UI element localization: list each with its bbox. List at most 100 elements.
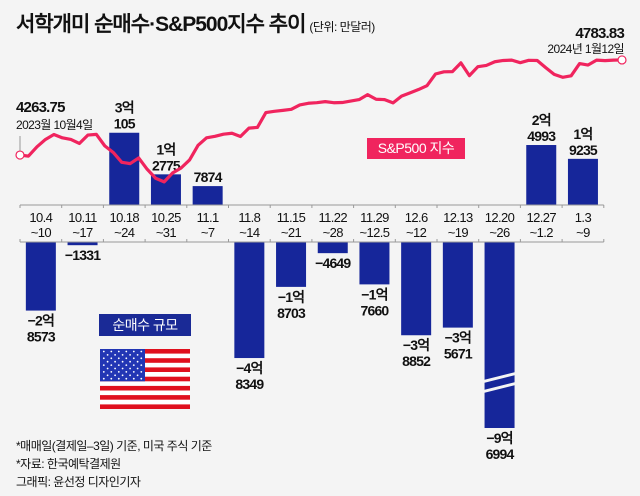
bar-11.8~14 [234, 242, 265, 359]
axis-break-mark [483, 382, 516, 393]
bar-value-label: 8703 [277, 305, 306, 321]
flag-star [121, 374, 124, 377]
flag-star [110, 364, 113, 366]
footnote-basis: *매매일(결제일–3일) 기준, 미국 주식 기준 [16, 439, 212, 453]
x-tick-label: 10.25 [151, 210, 181, 225]
chart-title-text: 서학개미 순매수·S&P500지수 추이 [16, 13, 306, 36]
flag-star [125, 364, 128, 366]
flag-star [121, 360, 124, 363]
flag-star [136, 374, 139, 377]
flag-star [129, 367, 131, 370]
bar-value-label: 5671 [444, 346, 473, 362]
bar-value-label: 6994 [486, 446, 515, 462]
sp500-legend: S&P500 지수 [367, 138, 465, 159]
unit-label: (단위: 만달러) [309, 20, 375, 34]
bar-11.15~21 [276, 242, 307, 287]
bar-value-label: −4649 [315, 255, 351, 271]
bar-value-label: 105 [114, 116, 136, 132]
bar-value-label: 7874 [194, 169, 223, 185]
flag-star [117, 371, 120, 373]
flag-star [114, 374, 116, 377]
bar-11.22~28 [317, 242, 348, 254]
flag-star [129, 354, 131, 356]
flag-star [110, 371, 113, 373]
axis-group: 10.4~10 10.11~17 10.18~24 10.25~31 11.1~7 11.… [19, 204, 605, 243]
bar-value-label-eok: −4억 [236, 360, 262, 376]
flag-star [140, 364, 143, 366]
flag-star [117, 357, 120, 360]
flag-star [132, 377, 135, 380]
x-tick-label: ~26 [489, 225, 510, 240]
x-tick-label: 12.6 [405, 210, 428, 225]
flag-star [125, 350, 128, 353]
flag-star [140, 377, 143, 380]
x-tick-label: 11.29 [360, 210, 389, 225]
sp500-line [18, 58, 624, 184]
x-tick-label: ~17 [72, 225, 93, 240]
chart-title: 서학개미 순매수·S&P500지수 추이 (단위: 만달러) [16, 8, 375, 38]
x-tick-label: ~24 [114, 225, 135, 240]
x-tick-label: 11.8 [238, 210, 260, 225]
x-tick-label: ~12.5 [359, 225, 389, 240]
x-tick-label: ~28 [323, 225, 344, 240]
bar-12.6~12 [401, 242, 432, 336]
axis-break-mark [483, 372, 516, 383]
x-tick-label: 1.3 [575, 210, 592, 225]
x-tick-label: 11.1 [197, 210, 219, 225]
bar-10.18~24 [109, 132, 140, 205]
flag-star [117, 350, 120, 353]
bar-11.1~7 [192, 186, 223, 205]
flag-star [121, 354, 124, 356]
us-flag-icon [100, 349, 190, 409]
bar-12.20~26 [484, 242, 515, 428]
bar-value-label: 9235 [569, 142, 598, 158]
flag-star [129, 374, 131, 377]
flag-star [114, 354, 116, 356]
x-tick-label: ~14 [239, 225, 260, 240]
x-tick-label: ~31 [156, 225, 177, 240]
end-value-label: 4783.83 [575, 25, 624, 42]
bar-value-label: 8852 [402, 353, 431, 369]
bar-value-label-eok: 1억 [156, 141, 175, 157]
bar-value-label-eok: −1억 [361, 286, 387, 302]
x-tick-label: 11.15 [277, 210, 306, 225]
flag-star [125, 357, 128, 360]
bar-value-label-eok: −2억 [28, 313, 54, 329]
x-tick-label: 12.20 [485, 210, 515, 225]
sp500-line-group [15, 55, 627, 184]
start-point-marker [15, 150, 25, 160]
flag-star [106, 360, 109, 363]
bar-value-label: 8573 [27, 329, 56, 345]
bar-12.13~19 [442, 242, 473, 328]
bar-12.27~1.2 [526, 145, 557, 205]
flag-star [132, 357, 135, 360]
flag-star [110, 357, 113, 360]
bar-10.11~17 [67, 242, 98, 246]
flag-star [140, 350, 143, 353]
flag-star [125, 377, 128, 380]
x-tick-label: ~19 [448, 225, 469, 240]
end-point-marker [617, 55, 627, 65]
flag-star [110, 377, 113, 380]
x-tick-label: ~9 [576, 225, 590, 240]
flag-star [102, 357, 105, 360]
x-tick-label: ~10 [31, 225, 52, 240]
bars-group [25, 132, 598, 428]
flag-star [136, 367, 139, 370]
flag-star [121, 367, 124, 370]
x-tick-label: ~21 [281, 225, 302, 240]
flag-star [110, 350, 113, 353]
bar-10.4~10 [25, 242, 56, 311]
flag-star [140, 371, 143, 373]
bar-value-label-eok: 1억 [573, 126, 592, 142]
bar-11.29~12.5 [359, 242, 390, 285]
flag-star [117, 377, 120, 380]
flag-star [102, 350, 105, 353]
flag-star [114, 360, 116, 363]
bar-value-label: 7660 [360, 302, 389, 318]
flag-star [136, 354, 139, 356]
footnotes: *매매일(결제일–3일) 기준, 미국 주식 기준 *자료: 한국예탁결제원 그… [16, 437, 212, 491]
bar-value-label: 4993 [527, 128, 556, 144]
flag-star [132, 371, 135, 373]
